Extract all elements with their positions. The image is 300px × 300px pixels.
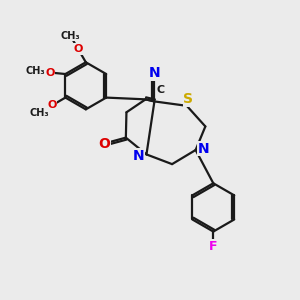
Text: O: O <box>74 44 83 54</box>
Text: F: F <box>209 240 218 253</box>
Text: CH₃: CH₃ <box>61 31 80 41</box>
Text: N: N <box>198 142 210 155</box>
Text: C: C <box>157 85 165 95</box>
Text: O: O <box>47 100 57 110</box>
Text: CH₃: CH₃ <box>29 108 49 118</box>
Text: O: O <box>98 137 110 152</box>
Text: O: O <box>46 68 55 77</box>
Text: S: S <box>183 92 193 106</box>
Text: N: N <box>132 149 144 163</box>
Text: CH₃: CH₃ <box>25 66 45 76</box>
Text: N: N <box>148 66 160 80</box>
